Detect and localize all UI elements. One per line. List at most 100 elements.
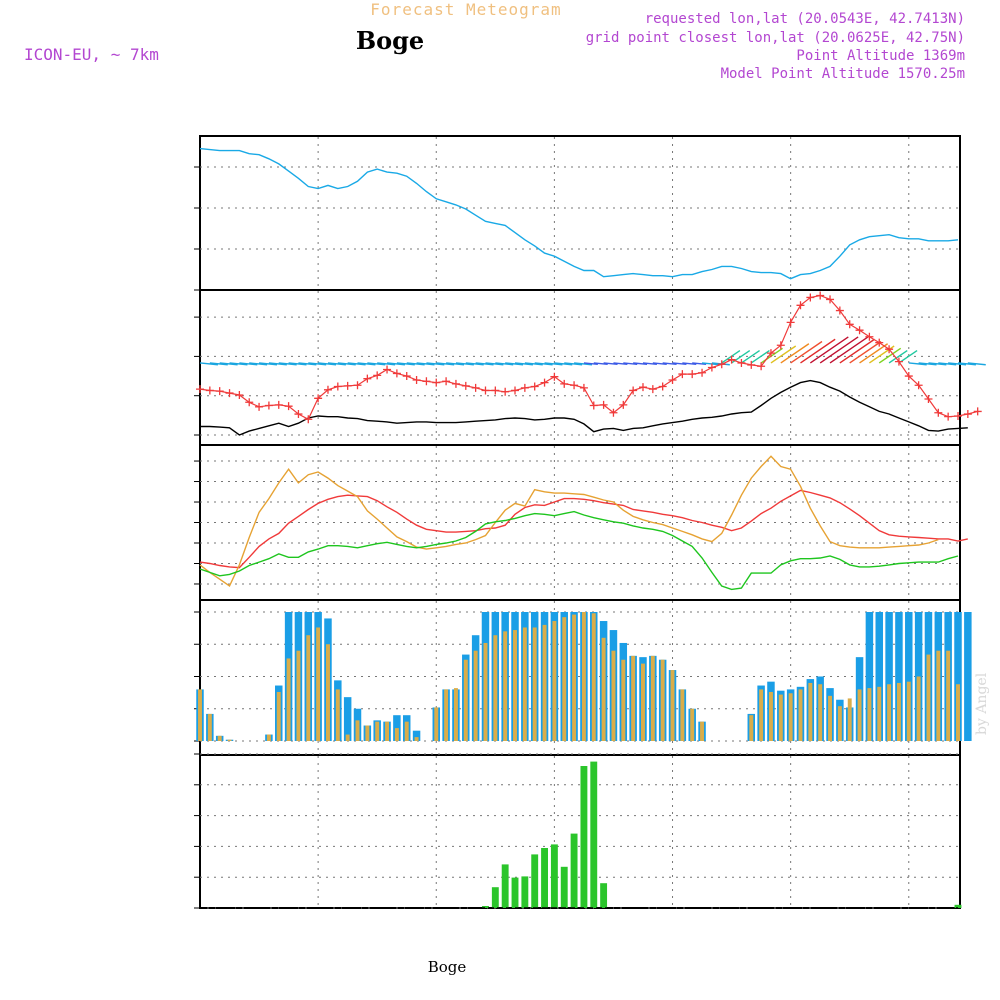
low-clouds-bar bbox=[493, 635, 498, 741]
requested-coords: requested lon,lat (20.0543E, 42.7413N) bbox=[645, 11, 965, 27]
wind-gust-marker bbox=[550, 372, 559, 381]
wind-direction-arrow bbox=[249, 362, 268, 366]
low-clouds-bar bbox=[316, 627, 321, 741]
wind-gust-marker bbox=[392, 369, 401, 378]
low-clouds-bar bbox=[513, 630, 517, 741]
total-clouds-bar bbox=[954, 612, 962, 741]
low-clouds-bar bbox=[591, 613, 596, 741]
wind-direction-arrow bbox=[957, 362, 976, 366]
low-clouds-bar bbox=[660, 659, 665, 741]
low-clouds-bar bbox=[926, 654, 931, 741]
total-clouds-bar bbox=[865, 612, 874, 741]
wind-direction-arrow bbox=[308, 362, 327, 366]
low-clouds-bar bbox=[611, 650, 616, 741]
wind-gust-marker bbox=[520, 383, 529, 392]
low-clouds-bar bbox=[365, 725, 370, 741]
wind-gust-marker bbox=[471, 383, 480, 392]
wind-gust-marker bbox=[245, 398, 254, 407]
wind-gust-marker bbox=[432, 378, 441, 387]
wind-direction-arrow bbox=[829, 336, 869, 364]
wind-direction-arrow bbox=[780, 343, 810, 364]
wind-direction-arrow bbox=[347, 362, 366, 366]
meteogram-subtitle: Forecast Meteogram bbox=[370, 0, 561, 19]
wind-direction-arrow bbox=[918, 362, 937, 366]
low-clouds-bar bbox=[916, 676, 921, 741]
wind-direction-arrow bbox=[564, 362, 583, 366]
total-clouds-bar bbox=[964, 612, 972, 741]
wind-gust-marker bbox=[776, 341, 785, 350]
wind-direction-arrow bbox=[534, 362, 553, 366]
low-clouds-bar bbox=[808, 682, 813, 741]
wind-gust-marker bbox=[658, 382, 667, 391]
rain-bar bbox=[550, 844, 558, 908]
low-clouds-bar bbox=[286, 658, 291, 741]
wind-gust-marker bbox=[806, 293, 815, 302]
wind-gust-marker bbox=[629, 386, 638, 395]
wind-direction-arrow bbox=[809, 336, 849, 364]
wind-gust-line bbox=[199, 294, 978, 421]
wind-direction-arrow bbox=[741, 349, 760, 364]
wind-direction-arrow bbox=[760, 347, 783, 364]
wind-gust-marker bbox=[589, 401, 598, 410]
wind-gust-marker bbox=[343, 381, 352, 390]
model-name: ICON-EU, ~ 7km bbox=[24, 45, 159, 64]
wind-direction-arrow bbox=[229, 362, 248, 366]
wind-gust-marker bbox=[511, 386, 520, 395]
wind-direction-arrow bbox=[495, 362, 514, 366]
wind-gust-marker bbox=[766, 349, 775, 358]
wind-direction-arrow bbox=[544, 362, 563, 366]
station-title: Boge bbox=[356, 26, 424, 55]
wind-gust-marker bbox=[304, 415, 313, 424]
low-clouds-bar bbox=[749, 715, 754, 741]
wind-gust-marker bbox=[609, 408, 618, 417]
wind-gust-marker bbox=[284, 402, 293, 411]
low-clouds-bar bbox=[690, 708, 695, 741]
watermark: by Angel bbox=[974, 672, 990, 735]
wind-gust-marker bbox=[944, 412, 953, 421]
low-clouds-bar bbox=[227, 739, 232, 741]
wind-gust-marker bbox=[796, 301, 805, 310]
low-clouds-bar bbox=[522, 627, 527, 741]
rain-bar bbox=[954, 904, 962, 908]
wind-direction-arrow bbox=[288, 362, 307, 366]
wind-gust-marker bbox=[904, 372, 913, 381]
low-clouds-bar bbox=[345, 734, 350, 741]
low-clouds-bar bbox=[483, 642, 488, 741]
wind-gust-marker bbox=[619, 400, 628, 409]
wind-gust-marker bbox=[924, 394, 933, 403]
wind-gust-marker bbox=[579, 383, 588, 392]
wind-direction-arrow bbox=[898, 349, 918, 364]
wind-direction-arrow bbox=[239, 362, 258, 366]
wind-gust-marker bbox=[707, 363, 716, 372]
wind-gust-marker bbox=[383, 365, 392, 374]
wind-gust-marker bbox=[648, 385, 657, 394]
low-clouds-bar bbox=[759, 689, 764, 741]
wind-gust-marker bbox=[954, 412, 962, 421]
wind-direction-arrow bbox=[209, 362, 228, 366]
wind-direction-arrow bbox=[574, 362, 593, 366]
rain-bar bbox=[590, 761, 598, 908]
rain-bar bbox=[560, 866, 568, 908]
low-clouds-bar bbox=[444, 689, 449, 741]
low-clouds-bar bbox=[798, 689, 803, 741]
low-clouds-bar bbox=[818, 684, 823, 741]
wind-direction-arrow bbox=[800, 338, 836, 364]
low-clouds-bar bbox=[404, 721, 409, 741]
wind-direction-arrow bbox=[436, 362, 455, 366]
low-clouds-bar bbox=[828, 695, 832, 741]
wind-gust-marker bbox=[747, 360, 756, 369]
temp-2m-line bbox=[199, 489, 968, 569]
wind-direction-arrow bbox=[682, 362, 697, 366]
wind-direction-arrow bbox=[357, 362, 376, 366]
wind-direction-arrow bbox=[298, 362, 317, 366]
wind-direction-arrow bbox=[839, 338, 875, 364]
wind-gust-marker bbox=[757, 362, 766, 371]
low-clouds-bar bbox=[542, 624, 547, 741]
low-clouds-bar bbox=[572, 614, 577, 741]
wind-direction-arrow bbox=[750, 349, 770, 364]
wind-direction-arrow bbox=[554, 362, 573, 366]
wind-gust-marker bbox=[737, 358, 746, 367]
wind-gust-marker bbox=[481, 386, 490, 395]
wind-direction-arrow bbox=[790, 340, 823, 364]
low-clouds-bar bbox=[503, 631, 508, 741]
